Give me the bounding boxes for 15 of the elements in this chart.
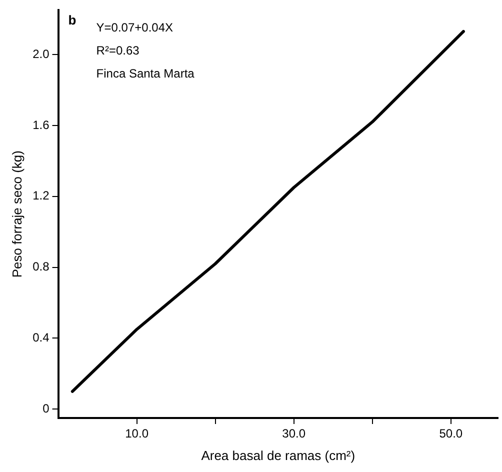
annotation: Finca Santa Marta (96, 66, 195, 81)
x-tick-label: 30.0 (282, 426, 306, 441)
y-axis-title: Peso forraje seco (kg) (9, 150, 24, 278)
x-axis-title: Area basal de ramas (cm²) (201, 448, 356, 463)
x-tick-label: 10.0 (125, 426, 149, 441)
annotation: b (68, 12, 76, 28)
y-tick-label: 0 (42, 401, 50, 416)
y-tick-label: 1.2 (32, 188, 50, 203)
x-tick-label: 50.0 (439, 426, 463, 441)
y-tick-label: 2.0 (32, 46, 50, 61)
y-tick-label: 0.8 (32, 260, 50, 274)
y-tick-label: 1.6 (32, 118, 50, 132)
annotation: R²=0.63 (96, 44, 140, 58)
annotation: Y=0.07+0.04X (96, 20, 174, 35)
y-tick-label: 0.4 (32, 330, 50, 345)
